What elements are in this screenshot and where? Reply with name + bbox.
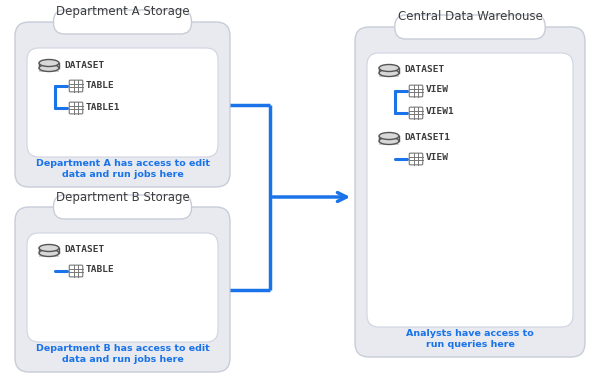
- Ellipse shape: [39, 250, 59, 257]
- Text: DATASET1: DATASET1: [404, 134, 450, 142]
- Text: TABLE1: TABLE1: [86, 103, 121, 111]
- Ellipse shape: [39, 65, 59, 72]
- FancyBboxPatch shape: [15, 207, 230, 372]
- FancyBboxPatch shape: [27, 48, 218, 157]
- Text: Central Data Warehouse: Central Data Warehouse: [398, 10, 542, 24]
- FancyBboxPatch shape: [53, 195, 191, 219]
- Bar: [39, 248, 59, 257]
- Ellipse shape: [39, 245, 59, 252]
- Text: TABLE: TABLE: [86, 80, 115, 89]
- Text: Department A has access to edit
data and run jobs here: Department A has access to edit data and…: [35, 159, 209, 179]
- Ellipse shape: [379, 65, 399, 72]
- Text: Department A Storage: Department A Storage: [56, 5, 190, 19]
- Text: DATASET: DATASET: [404, 65, 444, 75]
- Bar: [39, 63, 59, 72]
- FancyBboxPatch shape: [355, 27, 585, 357]
- Text: VIEW: VIEW: [426, 86, 449, 94]
- Text: Department B has access to edit
data and run jobs here: Department B has access to edit data and…: [35, 344, 209, 364]
- Bar: [379, 68, 399, 77]
- Text: DATASET: DATASET: [64, 60, 104, 70]
- Ellipse shape: [379, 70, 399, 77]
- Text: VIEW: VIEW: [426, 154, 449, 163]
- Text: Department B Storage: Department B Storage: [56, 190, 190, 204]
- Text: VIEW1: VIEW1: [426, 108, 455, 116]
- Ellipse shape: [379, 137, 399, 144]
- Ellipse shape: [379, 132, 399, 139]
- FancyBboxPatch shape: [367, 53, 573, 327]
- FancyBboxPatch shape: [395, 15, 545, 39]
- Text: DATASET: DATASET: [64, 245, 104, 255]
- Ellipse shape: [39, 60, 59, 67]
- Text: Analysts have access to
run queries here: Analysts have access to run queries here: [406, 329, 534, 349]
- Text: TABLE: TABLE: [86, 265, 115, 274]
- FancyBboxPatch shape: [27, 233, 218, 342]
- FancyBboxPatch shape: [53, 10, 191, 34]
- FancyBboxPatch shape: [15, 22, 230, 187]
- Bar: [379, 136, 399, 144]
